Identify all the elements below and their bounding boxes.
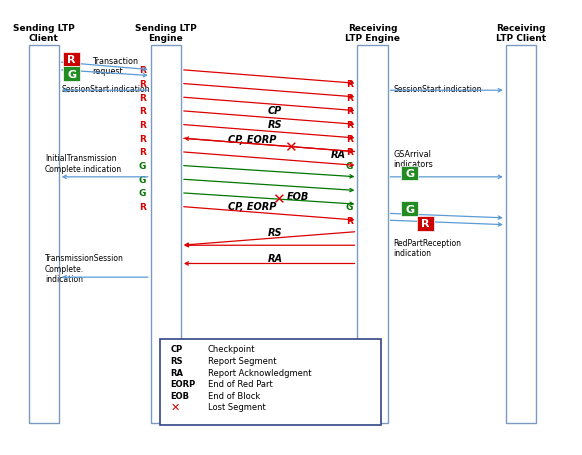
Text: Transaction
request: Transaction request (93, 57, 139, 76)
Text: RA: RA (171, 368, 183, 377)
Bar (401, 167, 418, 181)
Text: Sending LTP
Engine: Sending LTP Engine (135, 24, 197, 43)
Text: RS: RS (171, 356, 183, 365)
Text: TransmissionSession
Complete.
indication: TransmissionSession Complete. indication (45, 253, 124, 283)
Text: ✕: ✕ (171, 402, 180, 412)
Text: Report Acknowledgment: Report Acknowledgment (208, 368, 311, 377)
Text: ✕: ✕ (272, 192, 285, 207)
Text: R: R (139, 107, 146, 116)
Text: G: G (139, 162, 146, 171)
Text: G: G (67, 70, 76, 80)
Bar (506, 46, 536, 423)
Text: G: G (345, 202, 353, 212)
Text: GSArrival
indicators: GSArrival indicators (393, 150, 433, 169)
Text: InitialTransmission
Complete.indication: InitialTransmission Complete.indication (45, 154, 122, 173)
Text: R: R (346, 148, 353, 157)
Text: RS: RS (268, 120, 282, 130)
Text: Report Segment: Report Segment (208, 356, 276, 365)
Text: R: R (139, 93, 146, 102)
Text: R: R (139, 148, 146, 157)
Bar (63, 53, 80, 67)
Text: R: R (139, 80, 146, 89)
Text: End of Red Part: End of Red Part (208, 379, 272, 388)
Text: RS: RS (268, 228, 282, 238)
Text: G: G (139, 189, 146, 198)
Text: R: R (346, 93, 353, 102)
Text: SessionStart.indication: SessionStart.indication (393, 85, 482, 94)
Text: CP, EORP: CP, EORP (228, 202, 276, 212)
Text: R: R (346, 121, 353, 130)
Text: R: R (346, 134, 353, 143)
Bar (29, 46, 59, 423)
Text: EOB: EOB (287, 191, 310, 201)
Text: End of Block: End of Block (208, 391, 260, 400)
Text: RedPartReception
indication: RedPartReception indication (393, 238, 462, 258)
Text: ✕: ✕ (284, 140, 297, 155)
Text: CP, EORP: CP, EORP (228, 134, 276, 144)
Text: R: R (68, 55, 76, 65)
Text: G: G (405, 204, 414, 214)
Text: Lost Segment: Lost Segment (208, 403, 265, 411)
Text: R: R (139, 66, 146, 75)
Text: CP: CP (171, 344, 183, 354)
Text: EOB: EOB (171, 391, 190, 400)
Text: R: R (346, 80, 353, 89)
Bar (417, 217, 434, 231)
Text: EORP: EORP (171, 379, 196, 388)
Text: CP: CP (268, 106, 282, 116)
Text: G: G (139, 175, 146, 184)
Text: Receiving
LTP Client: Receiving LTP Client (496, 24, 546, 43)
Bar (401, 202, 418, 217)
Text: RA: RA (268, 253, 282, 263)
Bar (160, 339, 381, 425)
Text: G: G (405, 169, 414, 179)
Text: Receiving
LTP Engine: Receiving LTP Engine (345, 24, 400, 43)
Text: R: R (346, 216, 353, 225)
Text: R: R (139, 202, 146, 212)
Text: SessionStart.indication: SessionStart.indication (62, 85, 150, 94)
Bar (151, 46, 181, 423)
Text: R: R (346, 107, 353, 116)
Text: Checkpoint: Checkpoint (208, 344, 255, 354)
Bar (357, 46, 388, 423)
Text: R: R (421, 219, 430, 229)
Text: RA: RA (331, 150, 346, 160)
Text: R: R (139, 121, 146, 130)
Text: R: R (139, 134, 146, 143)
Text: G: G (345, 162, 353, 171)
Text: Sending LTP
Client: Sending LTP Client (13, 24, 74, 43)
Bar (63, 67, 80, 82)
